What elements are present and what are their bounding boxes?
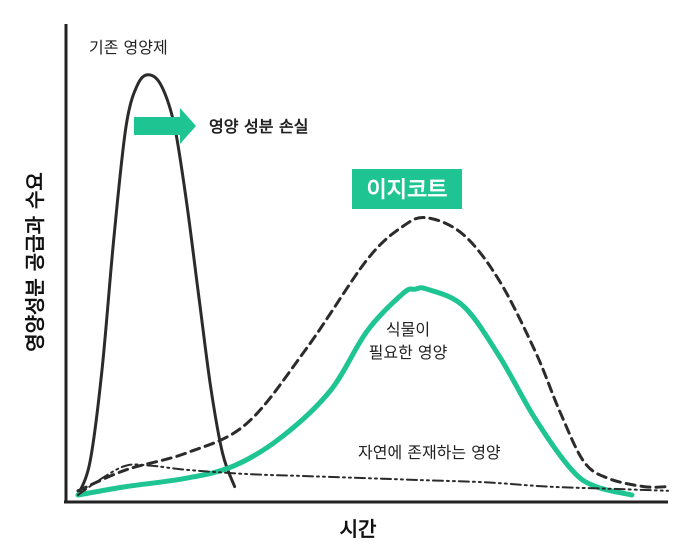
badge-box	[352, 169, 462, 209]
badge-label: 이지코트	[367, 178, 448, 203]
series-line-3	[77, 463, 669, 496]
existing-label: 기존 영양제	[89, 38, 168, 57]
series-line-0	[76, 73, 237, 497]
loss-arrow-icon	[134, 108, 196, 144]
x-axis-title: 시간	[340, 517, 377, 541]
y-axis-title: 영양성분 공급과 수요	[23, 172, 47, 352]
plant-label-line1: 식물이	[386, 320, 430, 339]
nature-label: 자연에 존재하는 영양	[358, 443, 501, 462]
series-line-2	[75, 285, 635, 498]
loss-label: 영양 성분 손실	[209, 117, 308, 136]
series-layer	[75, 73, 670, 498]
series-line-1	[76, 215, 670, 493]
plant-label-line2: 필요한 영양	[369, 343, 448, 362]
